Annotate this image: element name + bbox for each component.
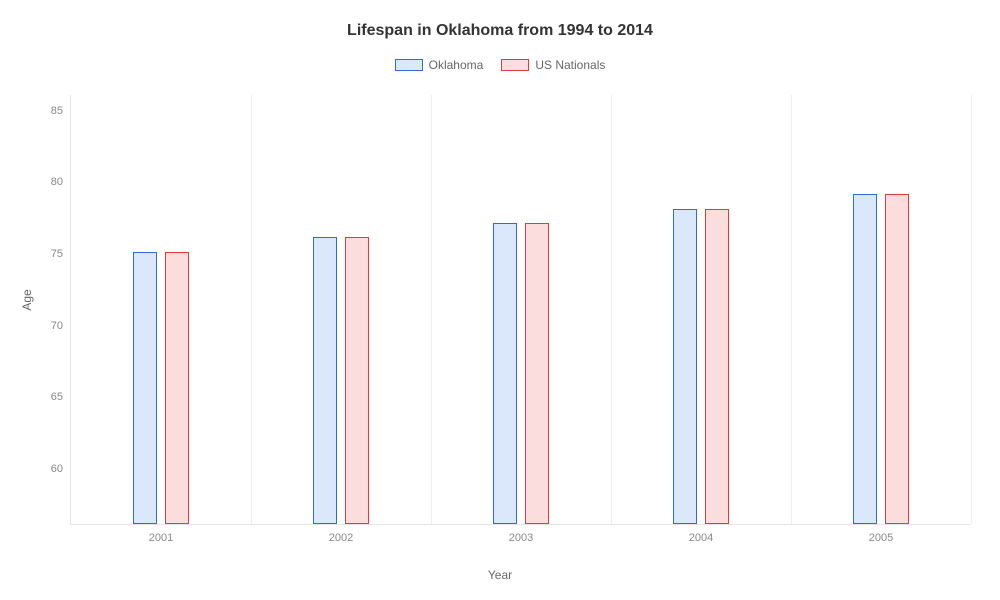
- y-axis-label: Age: [20, 289, 34, 310]
- bar-oklahoma-2001: [133, 252, 157, 524]
- y-tick: 75: [51, 248, 71, 260]
- gridline-v: [251, 95, 252, 524]
- y-tick: 80: [51, 176, 71, 188]
- legend: Oklahoma US Nationals: [0, 58, 1000, 72]
- gridline-v: [791, 95, 792, 524]
- y-tick: 85: [51, 105, 71, 117]
- bar-us-nationals-2004: [705, 209, 729, 524]
- gridline-v: [971, 95, 972, 524]
- legend-label-0: Oklahoma: [429, 58, 484, 72]
- gridline-v: [611, 95, 612, 524]
- x-tick: 2003: [509, 524, 533, 544]
- legend-item-1: US Nationals: [501, 58, 605, 72]
- plot-wrapper: 60657075808520012002200320042005: [70, 95, 970, 525]
- x-tick: 2001: [149, 524, 173, 544]
- legend-item-0: Oklahoma: [395, 58, 484, 72]
- x-tick: 2004: [689, 524, 713, 544]
- y-tick: 65: [51, 391, 71, 403]
- x-tick: 2002: [329, 524, 353, 544]
- chart-title: Lifespan in Oklahoma from 1994 to 2014: [0, 0, 1000, 40]
- bar-us-nationals-2001: [165, 252, 189, 524]
- bar-us-nationals-2005: [885, 194, 909, 524]
- bar-oklahoma-2003: [493, 223, 517, 524]
- y-tick: 60: [51, 463, 71, 475]
- bar-oklahoma-2002: [313, 237, 337, 524]
- plot-area: 60657075808520012002200320042005: [70, 95, 970, 525]
- y-tick: 70: [51, 320, 71, 332]
- legend-swatch-0: [395, 59, 423, 71]
- legend-swatch-1: [501, 59, 529, 71]
- x-tick: 2005: [869, 524, 893, 544]
- bar-us-nationals-2002: [345, 237, 369, 524]
- gridline-v: [431, 95, 432, 524]
- x-axis-label: Year: [488, 568, 512, 582]
- bar-us-nationals-2003: [525, 223, 549, 524]
- legend-label-1: US Nationals: [535, 58, 605, 72]
- bar-oklahoma-2005: [853, 194, 877, 524]
- bar-oklahoma-2004: [673, 209, 697, 524]
